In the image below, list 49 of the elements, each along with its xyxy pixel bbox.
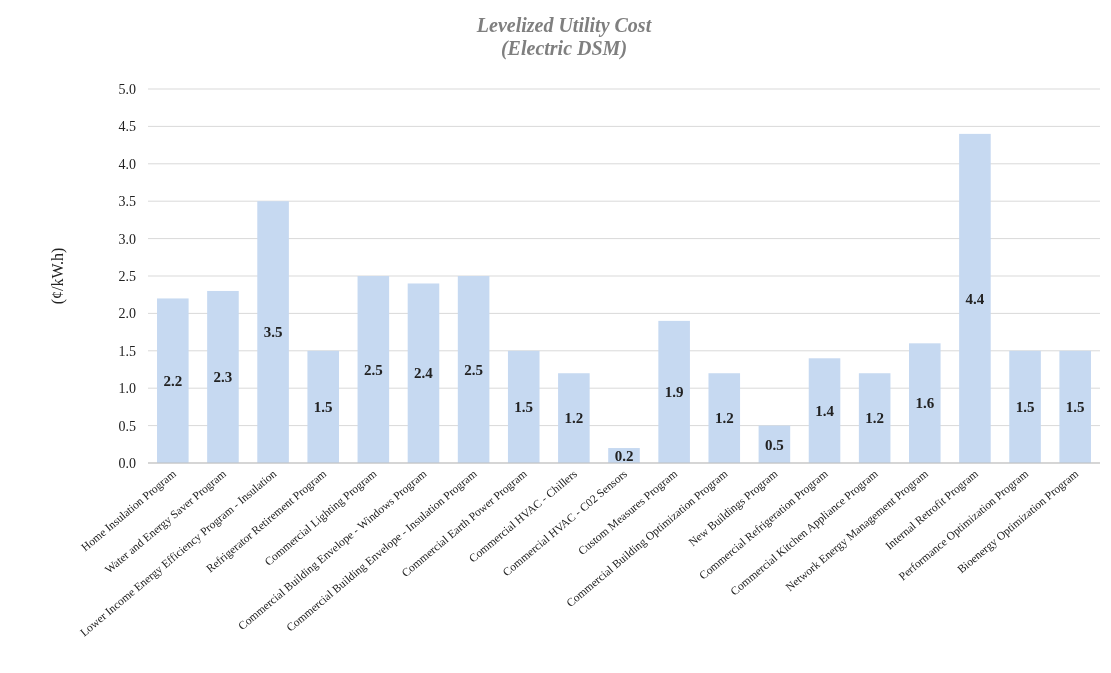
y-tick-label: 3.5: [118, 194, 136, 210]
data-label: 1.6: [915, 395, 935, 412]
data-label: 2.5: [363, 361, 383, 378]
bar: [1009, 350, 1041, 463]
data-label: 1.4: [815, 402, 835, 419]
data-label: 1.2: [564, 410, 584, 427]
y-tick-label: 1.0: [118, 381, 136, 397]
y-tick-label: 2.5: [118, 268, 136, 284]
bar: [1059, 350, 1091, 463]
chart-title: Levelized Utility Cost (Electric DSM): [475, 14, 653, 60]
bar: [708, 373, 741, 463]
data-label: 3.5: [263, 324, 283, 341]
y-tick-label: 5.0: [118, 81, 136, 97]
bar: [808, 358, 841, 463]
bar: [457, 276, 490, 463]
data-label: 1.2: [865, 410, 885, 427]
data-label: 1.5: [1015, 399, 1035, 416]
bar: [157, 298, 189, 463]
bar: [959, 133, 991, 463]
data-label: 0.5: [765, 436, 784, 453]
data-label: 1.9: [664, 384, 684, 401]
data-label: 0.2: [614, 447, 634, 464]
data-label: 1.5: [313, 399, 333, 416]
bar: [909, 343, 941, 463]
bar: [507, 350, 540, 463]
data-label: 2.4: [414, 365, 434, 382]
data-label: 1.2: [714, 410, 734, 427]
data-label: 2.2: [163, 372, 183, 389]
data-label: 2.5: [464, 361, 483, 378]
y-tick-label: 2.0: [118, 306, 136, 322]
bar: [558, 373, 590, 463]
y-tick-label: 0.0: [118, 455, 136, 471]
data-label: 1.5: [1065, 399, 1085, 416]
bar: [407, 283, 440, 463]
bar: [257, 201, 289, 463]
y-tick-label: 4.5: [118, 119, 136, 135]
bar: [658, 320, 690, 463]
bar: [357, 276, 390, 463]
bar: [207, 290, 239, 463]
data-label: 2.3: [213, 369, 233, 386]
bar: [858, 373, 891, 463]
bar: [307, 350, 339, 463]
data-label: 1.5: [514, 399, 534, 416]
y-tick-label: 0.5: [118, 418, 136, 434]
y-tick-label: 1.5: [118, 343, 136, 359]
y-tick-label: 4.0: [118, 156, 136, 172]
data-label: 4.4: [965, 290, 985, 307]
y-tick-label: 3.0: [118, 231, 136, 247]
y-axis-title: (¢/kW.h): [49, 247, 67, 305]
